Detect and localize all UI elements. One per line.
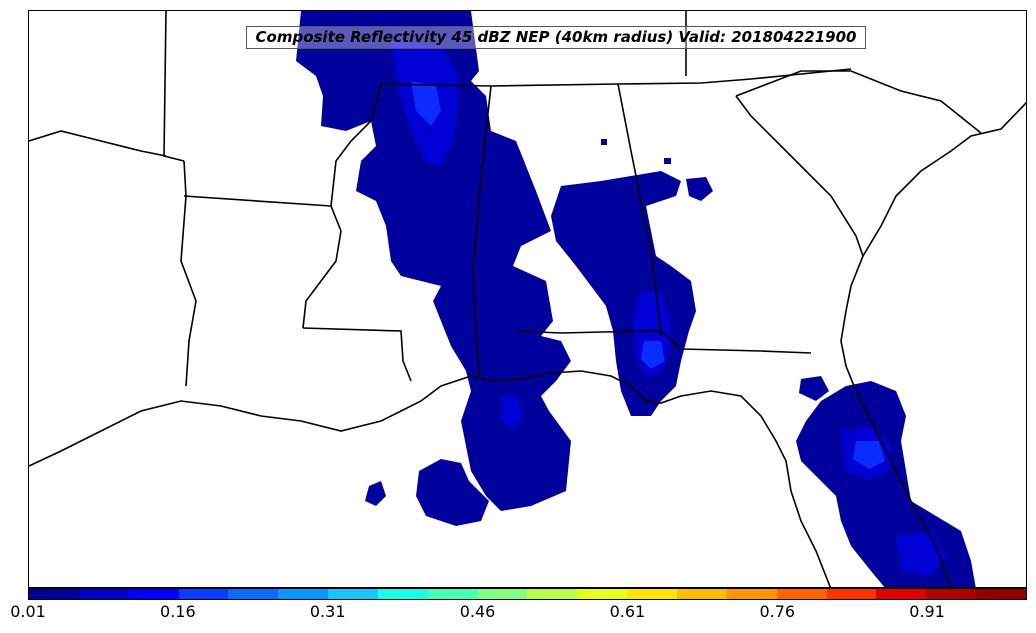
state-line-ms-al [472, 85, 492, 377]
coastline [29, 370, 832, 587]
colorbar-tick-label: 0.01 [10, 602, 46, 621]
colorbar-tick-label: 0.76 [759, 602, 796, 621]
colorbar-segment [926, 589, 977, 599]
region-speck-1 [601, 139, 607, 145]
region-alabama-core [411, 81, 441, 126]
state-line-al-ga [617, 83, 662, 337]
state-line-la-ms [302, 327, 412, 382]
atlantic-coastline [840, 101, 1026, 587]
state-line-tn-south [380, 68, 852, 87]
region-florida-band [796, 381, 976, 587]
colorbar-segment [726, 589, 777, 599]
colorbar-tick-label: 0.46 [459, 602, 496, 621]
colorbar-segment [776, 589, 827, 599]
colorbar-tick-label: 0.61 [609, 602, 646, 621]
map-canvas [29, 11, 1026, 587]
colorbar-segment [228, 589, 279, 599]
state-line-ar-tn [330, 83, 382, 207]
region-georgia-band [551, 171, 696, 416]
region-gulf-island-2 [365, 481, 386, 506]
state-line-ar-ms-river [302, 205, 342, 329]
colorbar-segment [427, 589, 478, 599]
colorbar-segment [627, 589, 677, 599]
boundary-lines [29, 11, 1026, 587]
map-title: Composite Reflectivity 45 dBZ NEP (40km … [246, 26, 866, 49]
region-gulf-island-1 [416, 459, 489, 526]
colorbar-segment [377, 589, 428, 599]
state-line-tx-la [180, 160, 197, 387]
colorbar-segment [29, 589, 79, 599]
colorbar-segment [976, 589, 1026, 599]
region-georgia-core [641, 341, 665, 369]
region-gulf-inner [501, 394, 523, 431]
colorbar-segment [876, 589, 927, 599]
colorbar-segment [676, 589, 727, 599]
colorbar-segment [278, 589, 329, 599]
colorbar-segment [328, 589, 378, 599]
region-speck-2 [664, 158, 671, 164]
region-florida-core [853, 441, 885, 469]
colorbar-segment [178, 589, 229, 599]
colorbar-tick-label: 0.16 [160, 602, 196, 621]
colorbar-segment [527, 589, 578, 599]
colorbar-segment [128, 589, 179, 599]
state-line-ok-ar [163, 11, 185, 162]
colorbar [28, 588, 1027, 600]
region-georgia-small [686, 177, 713, 201]
state-line-nc-sc [735, 70, 982, 134]
map-panel: Composite Reflectivity 45 dBZ NEP (40km … [28, 10, 1027, 588]
probability-regions [296, 11, 976, 587]
region-alabama-mississippi-band [296, 11, 571, 511]
region-florida-small [799, 376, 829, 401]
state-line-ar-la [183, 195, 332, 207]
colorbar-tick-label: 0.31 [309, 602, 346, 621]
state-line-fl-north [515, 330, 812, 354]
colorbar-segment [78, 589, 129, 599]
colorbar-tick-label: 0.91 [909, 602, 945, 621]
state-line-ga-sc [735, 95, 864, 257]
colorbar-segment [826, 589, 877, 599]
colorbar-segment [477, 589, 528, 599]
colorbar-segment [577, 589, 628, 599]
state-line-tx-north [29, 130, 167, 157]
